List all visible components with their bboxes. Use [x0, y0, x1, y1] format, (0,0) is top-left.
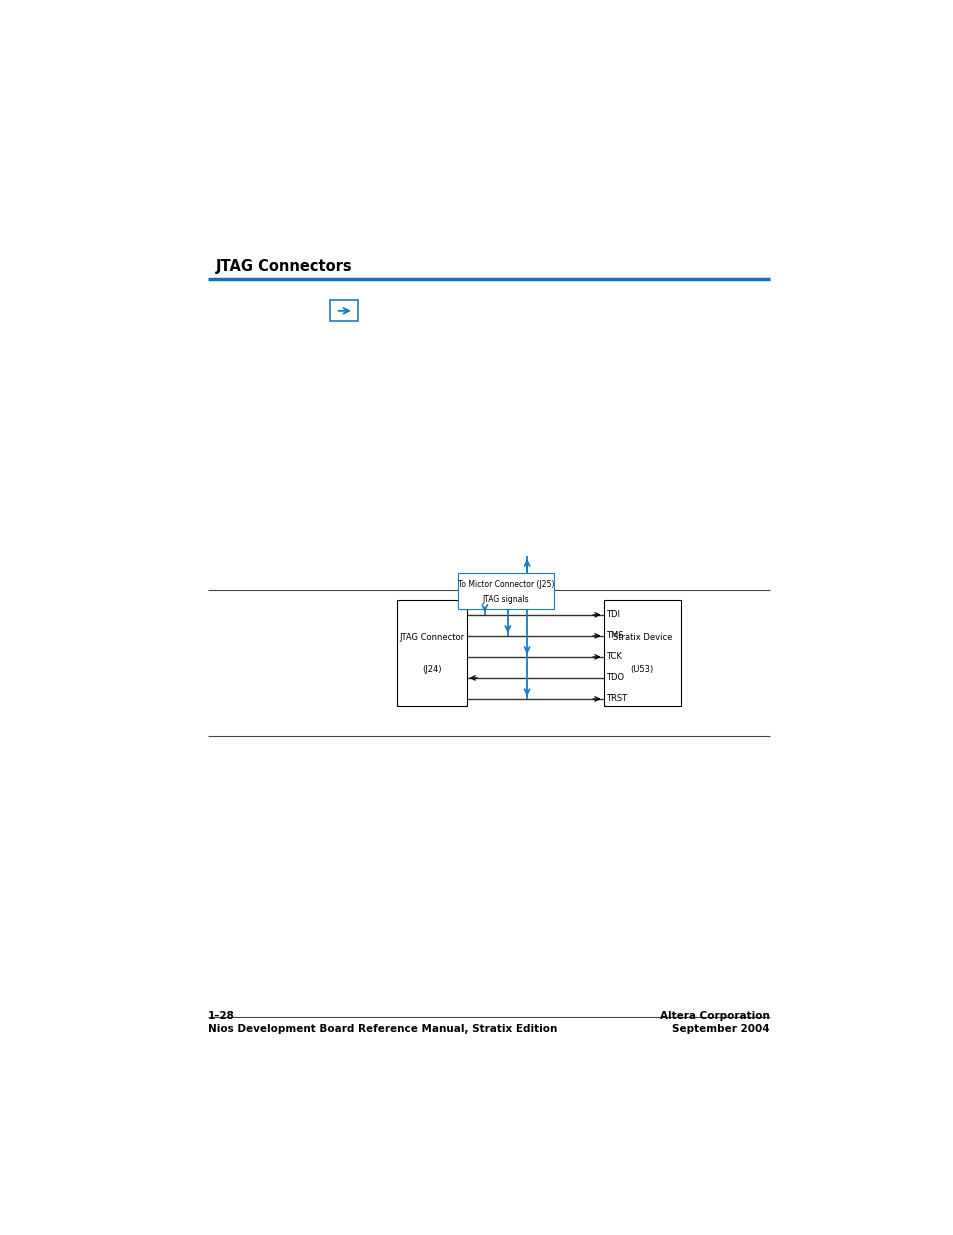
Bar [396, 600, 466, 706]
Text: Nios Development Board Reference Manual, Stratix Edition: Nios Development Board Reference Manual,… [208, 1025, 557, 1035]
Text: TDO: TDO [606, 673, 624, 683]
Text: September 2004: September 2004 [672, 1025, 769, 1035]
Text: JTAG Connector: JTAG Connector [398, 632, 464, 642]
Text: (U53): (U53) [630, 664, 653, 673]
Text: Altera Corporation: Altera Corporation [659, 1011, 769, 1021]
Text: Stratix Device: Stratix Device [612, 632, 671, 642]
Text: JTAG signals: JTAG signals [482, 595, 529, 604]
Bar [457, 573, 554, 609]
Text: To Mictor Connector (J25): To Mictor Connector (J25) [457, 580, 554, 589]
Text: 1–28: 1–28 [208, 1011, 234, 1021]
Text: TRST: TRST [606, 694, 627, 704]
Text: TCK: TCK [606, 652, 621, 662]
Text: TDI: TDI [606, 610, 619, 619]
Bar [330, 300, 357, 321]
Text: (J24): (J24) [421, 664, 441, 673]
Text: JTAG Connectors: JTAG Connectors [215, 258, 352, 274]
Bar [603, 600, 680, 706]
Text: TMS: TMS [606, 631, 623, 640]
